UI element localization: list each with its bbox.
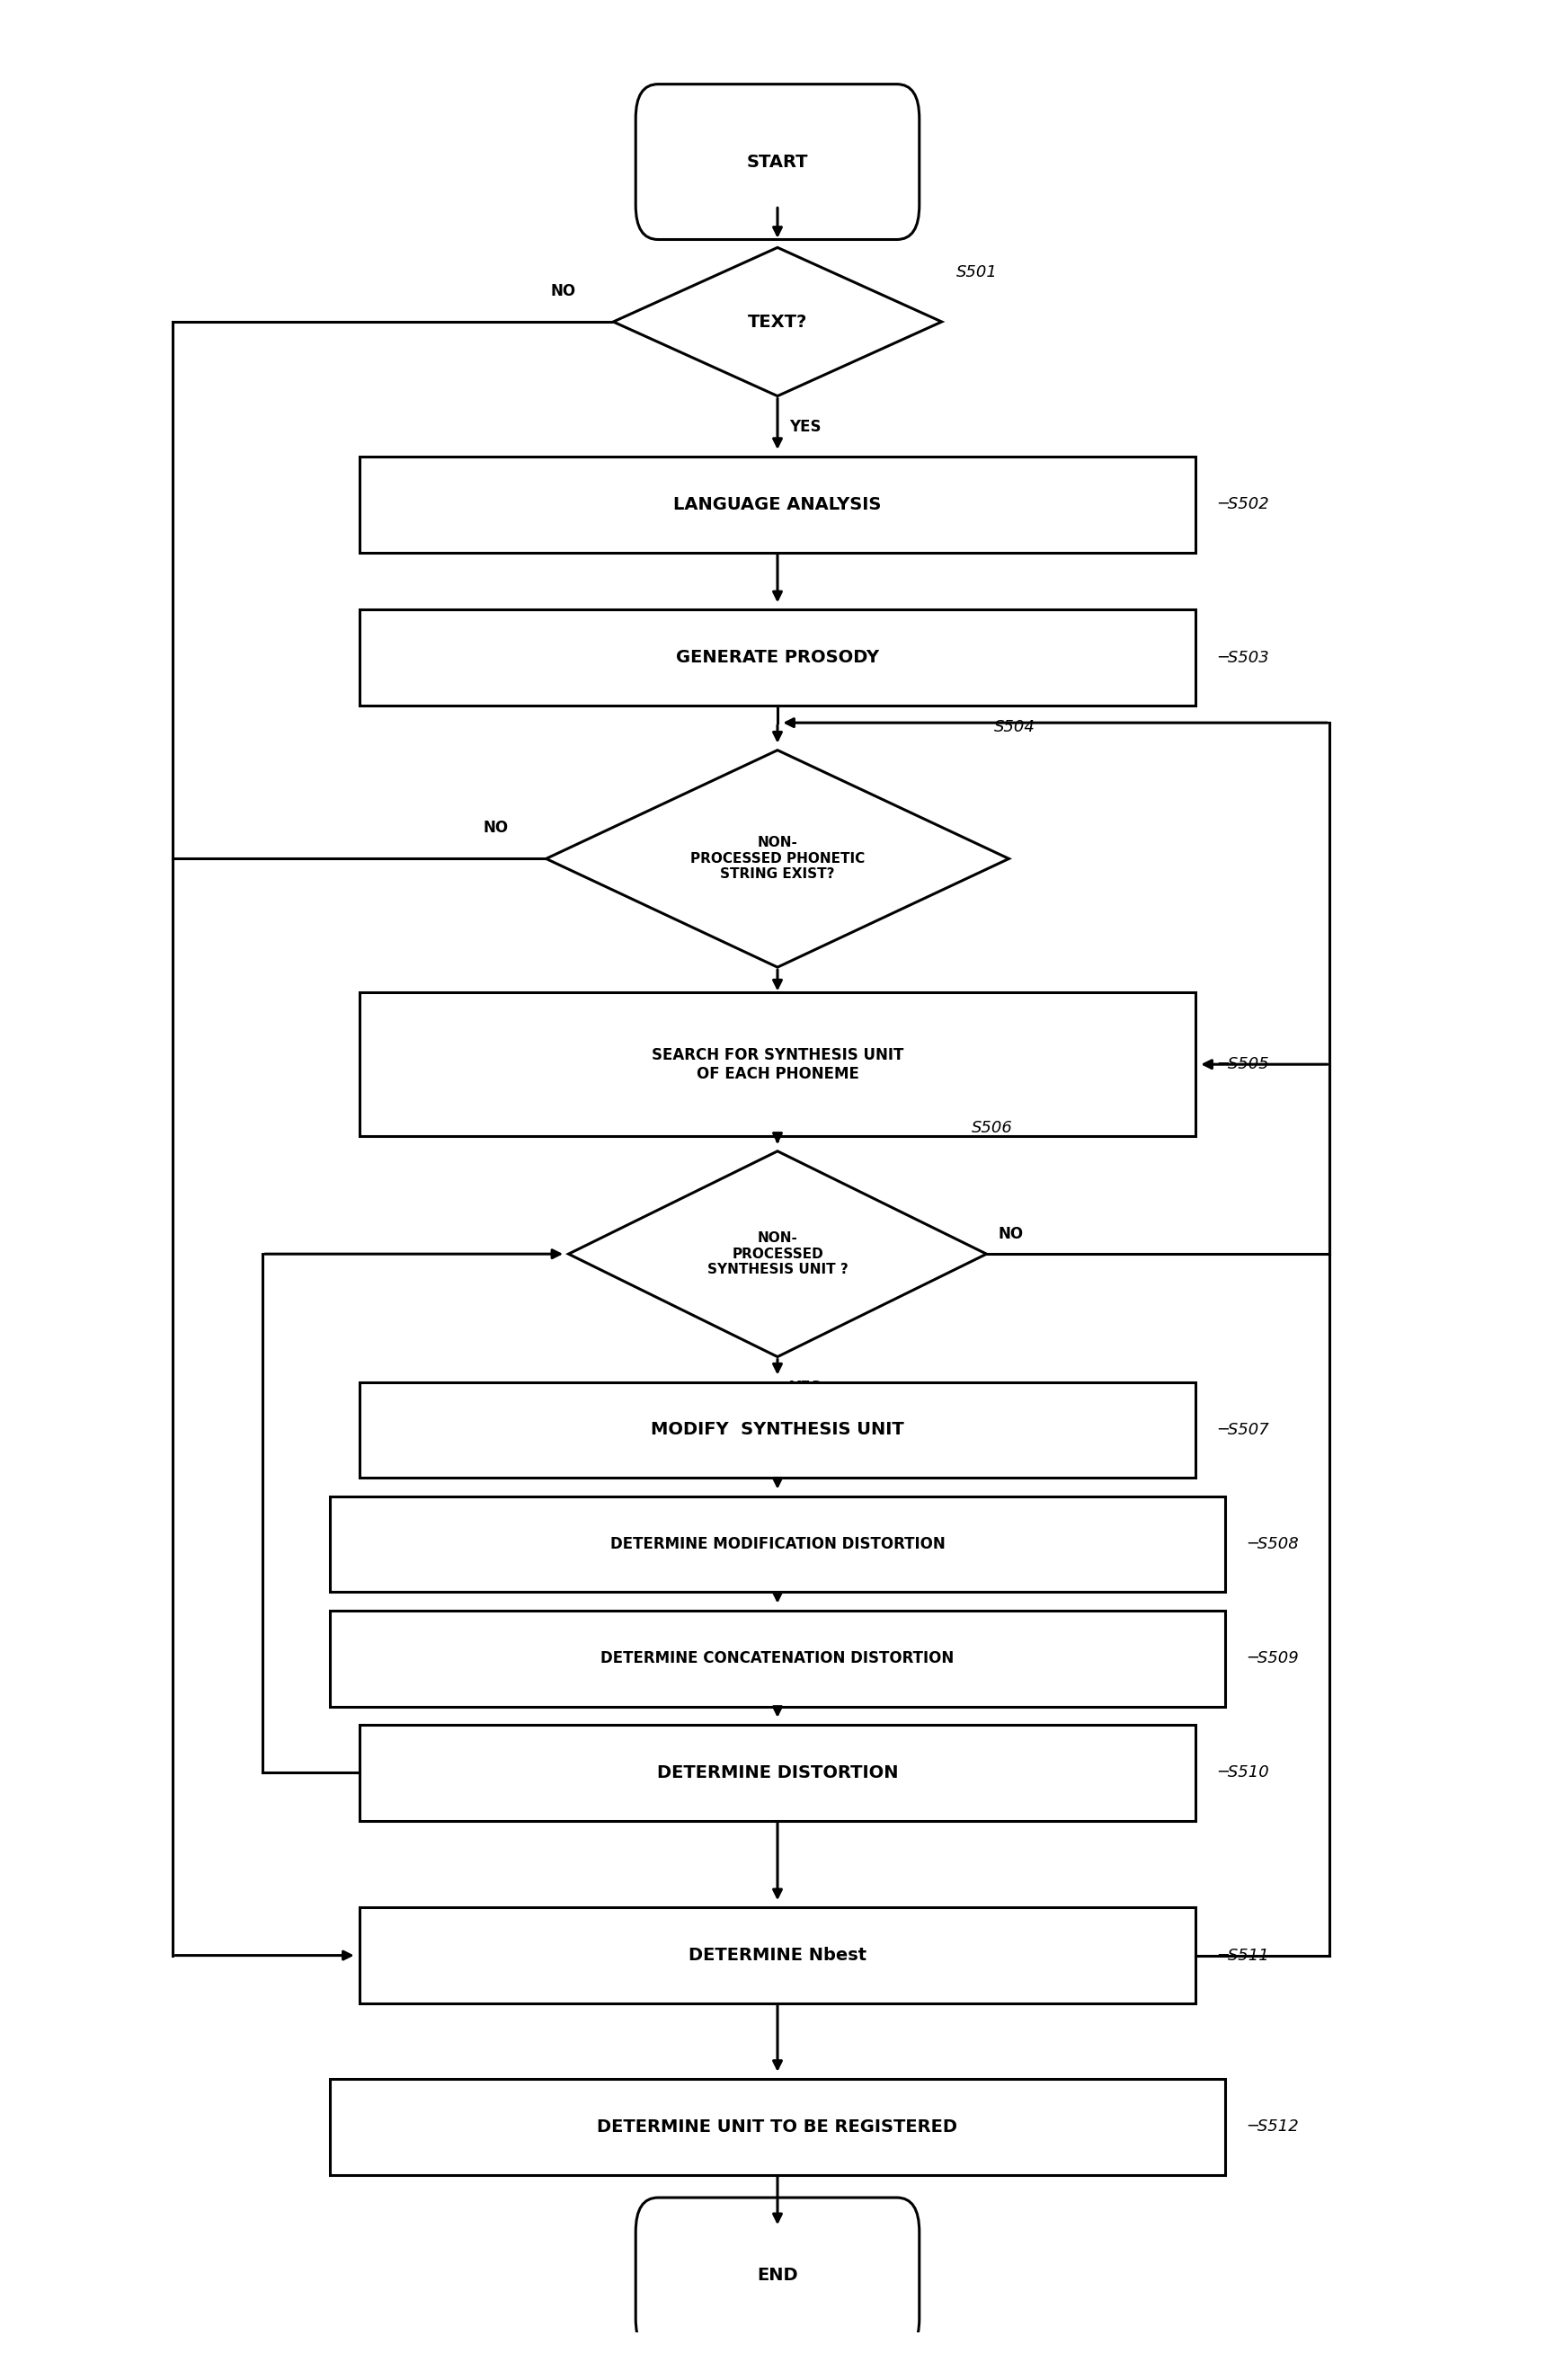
Bar — [359, 609, 1196, 704]
FancyBboxPatch shape — [636, 83, 919, 240]
Text: ─S508: ─S508 — [1247, 1535, 1298, 1552]
Text: YES: YES — [790, 990, 821, 1007]
Text: ─S507: ─S507 — [1218, 1421, 1269, 1438]
Text: GENERATE PROSODY: GENERATE PROSODY — [676, 650, 879, 666]
Text: DETERMINE CONCATENATION DISTORTION: DETERMINE CONCATENATION DISTORTION — [600, 1649, 955, 1666]
FancyBboxPatch shape — [636, 2197, 919, 2354]
Text: ─S502: ─S502 — [1218, 497, 1269, 512]
Text: S506: S506 — [972, 1121, 1012, 1135]
Bar — [330, 2078, 1225, 2175]
Text: SEARCH FOR SYNTHESIS UNIT
OF EACH PHONEME: SEARCH FOR SYNTHESIS UNIT OF EACH PHONEM… — [652, 1047, 903, 1083]
Bar — [330, 1611, 1225, 1706]
Polygon shape — [613, 248, 942, 395]
Text: TEXT?: TEXT? — [748, 314, 807, 331]
Text: DETERMINE UNIT TO BE REGISTERED: DETERMINE UNIT TO BE REGISTERED — [597, 2118, 958, 2135]
Text: ─S509: ─S509 — [1247, 1649, 1298, 1666]
Text: NON-
PROCESSED
SYNTHESIS UNIT ?: NON- PROCESSED SYNTHESIS UNIT ? — [708, 1230, 847, 1276]
Text: ─S503: ─S503 — [1218, 650, 1269, 666]
Text: MODIFY  SYNTHESIS UNIT: MODIFY SYNTHESIS UNIT — [652, 1421, 903, 1438]
Text: DETERMINE MODIFICATION DISTORTION: DETERMINE MODIFICATION DISTORTION — [610, 1535, 945, 1552]
Text: YES: YES — [790, 1380, 821, 1395]
Text: NO: NO — [550, 283, 575, 300]
Text: ─S510: ─S510 — [1218, 1764, 1269, 1780]
Text: NON-
PROCESSED PHONETIC
STRING EXIST?: NON- PROCESSED PHONETIC STRING EXIST? — [690, 835, 865, 881]
Bar — [359, 992, 1196, 1135]
Text: NO: NO — [484, 819, 508, 835]
Text: DETERMINE Nbest: DETERMINE Nbest — [689, 1947, 866, 1964]
Bar — [359, 1906, 1196, 2004]
Bar — [359, 1383, 1196, 1478]
Text: S504: S504 — [994, 719, 1036, 735]
Text: NO: NO — [998, 1226, 1023, 1242]
Bar — [359, 1726, 1196, 1821]
Text: ─S511: ─S511 — [1218, 1947, 1269, 1964]
Text: ─S505: ─S505 — [1218, 1057, 1269, 1073]
Text: DETERMINE DISTORTION: DETERMINE DISTORTION — [656, 1764, 899, 1780]
Polygon shape — [569, 1152, 986, 1357]
Text: ─S512: ─S512 — [1247, 2118, 1298, 2135]
Bar — [359, 457, 1196, 552]
Bar — [330, 1497, 1225, 1592]
Polygon shape — [546, 750, 1009, 966]
Text: YES: YES — [790, 419, 821, 436]
Text: S501: S501 — [956, 264, 998, 281]
Text: END: END — [757, 2266, 798, 2285]
Text: LANGUAGE ANALYSIS: LANGUAGE ANALYSIS — [673, 495, 882, 514]
Text: START: START — [746, 152, 809, 171]
